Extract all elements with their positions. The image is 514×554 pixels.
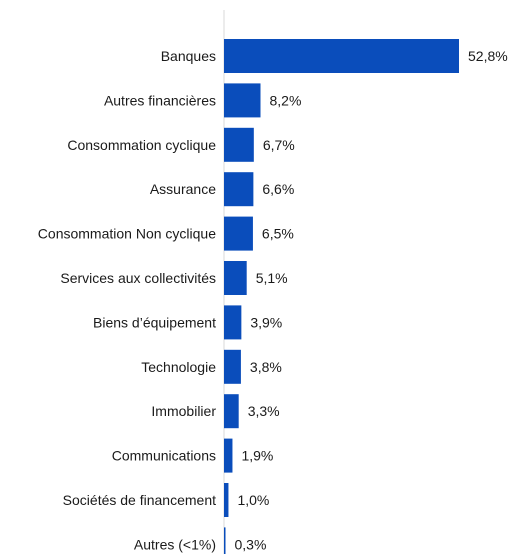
bar <box>224 305 242 340</box>
bar <box>224 216 253 251</box>
bar <box>224 39 459 73</box>
value-label: 0,3% <box>235 536 267 552</box>
value-label: 8,2% <box>269 92 301 108</box>
bars-group <box>224 39 459 554</box>
value-label: 3,3% <box>248 403 280 419</box>
value-labels-group: 52,8% 8,2% 6,7% 6,6% 6,5% 5,1% 3,9% 3,8% 3,3% 1,9… <box>235 48 508 552</box>
category-label: Consommation Non cyclique <box>38 226 216 242</box>
category-label: Autres (<1%) <box>134 536 216 552</box>
category-label: Technologie <box>141 359 216 375</box>
category-label: Banques <box>161 48 216 64</box>
category-label: Services aux collectivités <box>60 270 216 286</box>
value-label: 6,6% <box>262 181 294 197</box>
value-label: 6,7% <box>263 137 295 153</box>
category-label: Consommation cyclique <box>67 137 216 153</box>
category-label: Immobilier <box>151 403 216 419</box>
bar <box>224 127 254 162</box>
value-label: 1,9% <box>241 448 273 464</box>
bar <box>224 527 226 554</box>
bar <box>224 483 229 517</box>
value-label: 52,8% <box>468 48 508 64</box>
category-label: Biens d’équipement <box>93 314 216 330</box>
category-label: Assurance <box>150 181 216 197</box>
bar <box>224 349 241 384</box>
value-label: 3,9% <box>250 314 282 330</box>
bar <box>224 394 239 429</box>
value-label: 6,5% <box>262 226 294 242</box>
bar <box>224 438 233 473</box>
bar <box>224 261 247 295</box>
bar <box>224 172 254 207</box>
value-label: 1,0% <box>237 492 269 508</box>
category-labels-group: Banques Autres financières Consommation cy… <box>38 48 217 552</box>
category-label: Sociétés de financement <box>63 492 216 508</box>
value-label: 5,1% <box>256 270 288 286</box>
category-label: Communications <box>112 448 216 464</box>
value-label: 3,8% <box>250 359 282 375</box>
category-label: Autres financières <box>104 92 216 108</box>
bar <box>224 83 261 118</box>
